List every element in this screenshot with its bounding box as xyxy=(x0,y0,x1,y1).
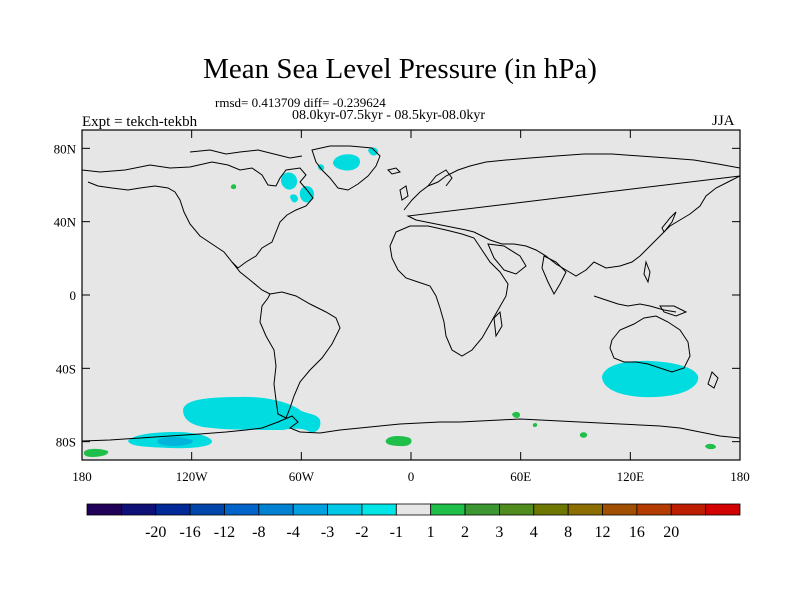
antarctic-high-small-1 xyxy=(512,411,520,418)
antarctic-high-small-2 xyxy=(579,432,588,438)
colorbar-label: -20 xyxy=(145,524,166,541)
antarctic-high-small-4 xyxy=(532,422,538,428)
arctic-islands-coast xyxy=(189,149,303,159)
colorbar-swatch xyxy=(705,503,741,516)
scandinavia-coast xyxy=(427,169,453,187)
period-subtitle: 08.0kyr-07.5kyr - 08.5kyr-08.0kyr xyxy=(292,108,486,123)
colorbar-swatch xyxy=(567,503,603,516)
new-guinea-coast xyxy=(659,305,688,317)
lon-tick-label: 120W xyxy=(176,469,209,484)
colorbar-label: 4 xyxy=(530,524,538,541)
new-zealand-coast xyxy=(707,371,719,389)
colorbar-label: -2 xyxy=(355,524,368,541)
lon-tick-label: 180 xyxy=(730,469,750,484)
lat-tick-label: 80S xyxy=(56,435,76,450)
coastlines xyxy=(82,145,740,442)
experiment-label: Expt = tekch-tekbh xyxy=(82,114,198,130)
baffin-low-contour xyxy=(281,172,298,190)
greenland-low-contour-small xyxy=(368,147,378,156)
colorbar-swatch xyxy=(155,503,191,516)
colorbar-swatch xyxy=(395,503,432,516)
ocean-field xyxy=(82,130,740,460)
arabia-coast xyxy=(487,243,527,275)
colorbar-label: -16 xyxy=(179,524,200,541)
colorbar-label: 1 xyxy=(427,524,435,541)
colorbar-label: -12 xyxy=(214,524,235,541)
labrador-low-contour xyxy=(290,194,298,203)
axis-tick-labels: 80N 40N 0 40S 80S 180 120W 60W 0 60E 120E 180 xyxy=(54,141,750,484)
colorbar-label: 3 xyxy=(495,524,503,541)
colorbar-labels: -20 -16 -12 -8 -4 -3 -2 -1 1 2 3 4 8 12 16 20 xyxy=(145,524,679,541)
colorbar-label: 2 xyxy=(461,524,469,541)
anomaly-layer xyxy=(83,147,716,457)
rmsd-diff-stats: rmsd= 0.413709 diff= -0.239624 xyxy=(215,95,386,110)
madagascar-coast xyxy=(493,310,503,338)
colorbar-swatch xyxy=(602,503,638,516)
colorbar-label: 16 xyxy=(629,524,645,541)
hudson-low-contour xyxy=(299,186,314,203)
british-isles-coast xyxy=(399,185,409,201)
colorbar-label: -1 xyxy=(390,524,403,541)
colorbar-swatch xyxy=(499,503,535,516)
colorbar-label: 12 xyxy=(595,524,611,541)
lon-tick-label: 180 xyxy=(72,469,92,484)
lat-tick-label: 40N xyxy=(54,215,77,230)
antarctica-coast xyxy=(82,415,740,442)
ross-sea-low-inner-contour xyxy=(157,437,193,446)
lat-tick-label: 40S xyxy=(56,361,76,376)
colorbar-swatch xyxy=(258,503,294,516)
lon-tick-label: 60E xyxy=(510,469,531,484)
colorbar-swatch xyxy=(361,503,397,516)
africa-coast xyxy=(389,225,509,357)
colorbar-label: -4 xyxy=(287,524,300,541)
south-pacific-low-contour xyxy=(183,396,321,433)
australia-coast xyxy=(609,315,691,373)
lon-tick-label: 0 xyxy=(408,469,415,484)
japan-coast xyxy=(661,211,677,233)
antarctic-high-small-3 xyxy=(705,443,716,450)
colorbar-swatch xyxy=(533,503,569,516)
central-america-coast xyxy=(231,261,271,295)
canada-high-small xyxy=(230,184,237,190)
colorbar-swatch xyxy=(670,503,707,516)
philippines-coast xyxy=(643,260,651,284)
colorbar-label: 20 xyxy=(663,524,679,541)
lon-tick-label: 60W xyxy=(289,469,315,484)
north-america-coast xyxy=(82,161,314,269)
colorbar-swatch xyxy=(292,503,328,516)
india-coast xyxy=(541,255,567,296)
colorbar-swatch xyxy=(189,503,225,516)
colorbar xyxy=(86,503,741,516)
south-america-coast xyxy=(259,291,341,419)
colorbar-swatch xyxy=(327,503,363,516)
colorbar-label: -3 xyxy=(321,524,334,541)
lat-tick-label: 80N xyxy=(54,141,77,156)
greenland-low-contour xyxy=(332,154,360,171)
map-title: Mean Sea Level Pressure (in hPa) xyxy=(203,53,597,85)
colorbar-swatch xyxy=(120,503,157,516)
season-label: JJA xyxy=(712,113,735,129)
lat-tick-label: 0 xyxy=(70,288,77,303)
antarctic-high-west-contour xyxy=(83,448,109,457)
colorbar-label: -8 xyxy=(252,524,265,541)
antarctic-high-east-contour xyxy=(385,435,412,447)
lon-tick-label: 120E xyxy=(617,469,645,484)
iceland-coast xyxy=(387,167,401,175)
colorbar-swatch xyxy=(464,503,500,516)
colorbar-swatch xyxy=(86,503,122,516)
axis-ticks xyxy=(81,130,741,460)
colorbar-swatch xyxy=(636,503,672,516)
australia-south-low-contour xyxy=(602,360,699,398)
greenland-coast xyxy=(311,145,381,191)
colorbar-label: 8 xyxy=(564,524,572,541)
colorbar-swatch xyxy=(430,503,466,516)
colorbar-swatch xyxy=(224,503,260,516)
